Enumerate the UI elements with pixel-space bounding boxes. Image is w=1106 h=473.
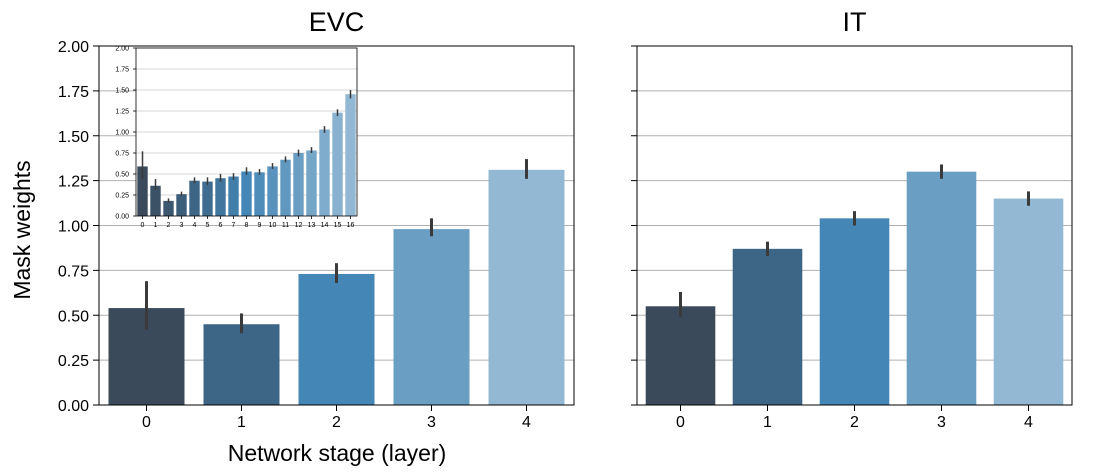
inset-bar bbox=[345, 94, 356, 216]
inset-x-tick-label: 6 bbox=[219, 222, 223, 229]
inset-bar bbox=[241, 171, 252, 216]
y-axis-label: Mask weights bbox=[9, 160, 35, 299]
inset-x-tick-label: 14 bbox=[321, 222, 329, 229]
inset-bar bbox=[202, 181, 213, 216]
inset-x-tick-label: 11 bbox=[282, 222, 289, 229]
evc-y-tick-label: 2.00 bbox=[58, 39, 89, 56]
inset-y-tick-label: 0.50 bbox=[115, 172, 129, 179]
evc-x-tick-label: 2 bbox=[332, 414, 341, 431]
inset-x-tick-label: 9 bbox=[258, 222, 262, 229]
evc-x-tick-label: 1 bbox=[237, 414, 246, 431]
it-x-tick-label: 2 bbox=[850, 414, 859, 431]
evc-y-tick-label: 1.75 bbox=[58, 84, 89, 101]
inset-x-tick-label: 10 bbox=[269, 222, 277, 229]
inset-y-tick-label: 0.00 bbox=[115, 214, 129, 221]
evc-x-tick-label: 3 bbox=[427, 414, 436, 431]
inset-x-tick-label: 0 bbox=[141, 222, 145, 229]
inset-y-tick-label: 0.25 bbox=[115, 193, 129, 200]
inset-x-tick-label: 12 bbox=[295, 222, 303, 229]
evc-title: EVC bbox=[309, 7, 365, 37]
evc-y-tick-label: 1.00 bbox=[58, 219, 89, 236]
inset-bar bbox=[215, 178, 226, 216]
evc-y-tick-label: 1.25 bbox=[58, 174, 89, 191]
inset-x-tick-label: 13 bbox=[308, 222, 316, 229]
evc-x-tick-label: 0 bbox=[142, 414, 151, 431]
inset-x-tick-label: 15 bbox=[334, 222, 342, 229]
inset-bar bbox=[280, 159, 291, 216]
inset-bar bbox=[306, 150, 317, 216]
inset-bar bbox=[189, 180, 200, 216]
inset-bar bbox=[163, 200, 174, 216]
inset-y-tick-label: 1.50 bbox=[115, 88, 129, 95]
x-axis-label: Network stage (layer) bbox=[228, 440, 447, 466]
inset-x-tick-label: 2 bbox=[167, 222, 171, 229]
inset-bar bbox=[228, 176, 239, 216]
inset-x-tick-label: 16 bbox=[347, 222, 355, 229]
inset-y-tick-label: 1.75 bbox=[115, 67, 129, 74]
inset-bar bbox=[137, 166, 148, 216]
evc-x-tick-label: 4 bbox=[522, 414, 531, 431]
inset-x-tick-label: 1 bbox=[154, 222, 158, 229]
evc-bar bbox=[298, 273, 375, 405]
inset-y-tick-label: 1.25 bbox=[115, 109, 129, 116]
inset-bar bbox=[293, 153, 304, 216]
evc-y-tick-label: 0.00 bbox=[58, 398, 89, 415]
it-x-tick-label: 3 bbox=[937, 414, 946, 431]
evc-y-tick-label: 0.25 bbox=[58, 353, 89, 370]
inset-y-tick-label: 0.75 bbox=[115, 151, 129, 158]
evc-y-tick-label: 0.50 bbox=[58, 308, 89, 325]
inset-y-tick-label: 1.00 bbox=[115, 130, 129, 137]
it-bar bbox=[993, 198, 1064, 405]
inset-bar bbox=[319, 129, 330, 216]
evc-y-tick-label: 1.50 bbox=[58, 129, 89, 146]
inset-x-tick-label: 4 bbox=[193, 222, 197, 229]
evc-bar bbox=[488, 169, 565, 405]
inset-x-tick-label: 5 bbox=[206, 222, 210, 229]
inset-x-tick-label: 7 bbox=[232, 222, 236, 229]
it-x-tick-label: 1 bbox=[763, 414, 772, 431]
inset-x-tick-label: 8 bbox=[245, 222, 249, 229]
it-title: IT bbox=[843, 7, 867, 37]
inset-x-tick-label: 3 bbox=[180, 222, 184, 229]
inset-bar bbox=[332, 112, 343, 216]
it-bar bbox=[645, 306, 716, 405]
inset-bar bbox=[150, 185, 161, 216]
it-x-tick-label: 4 bbox=[1024, 414, 1033, 431]
inset-bar bbox=[267, 166, 278, 216]
it-x-tick-label: 0 bbox=[676, 414, 685, 431]
it-bar bbox=[906, 171, 977, 405]
evc-y-tick-label: 0.75 bbox=[58, 263, 89, 280]
it-bar bbox=[819, 218, 890, 405]
inset-bar bbox=[176, 194, 187, 216]
inset-y-tick-label: 2.00 bbox=[115, 46, 129, 53]
evc-bar bbox=[203, 324, 280, 405]
it-bar bbox=[732, 248, 803, 405]
inset-bar bbox=[254, 172, 265, 216]
evc-bar bbox=[393, 229, 470, 405]
